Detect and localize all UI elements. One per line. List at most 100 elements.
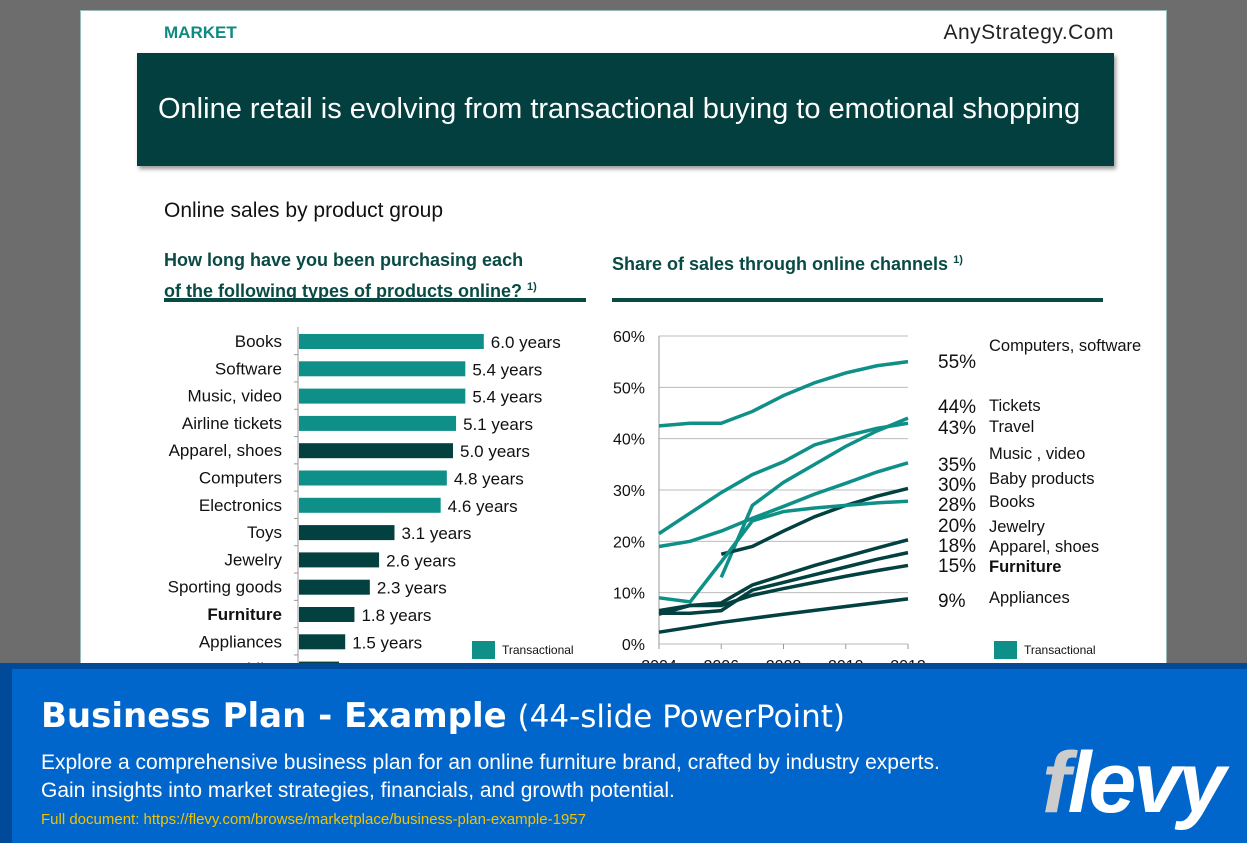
series-line — [658, 421, 909, 536]
divider — [612, 298, 1103, 302]
bar-value-label: 2.3 years — [377, 579, 447, 598]
series-end-label: 20% — [938, 516, 976, 537]
slide: MARKET AnyStrategy.Com Online retail is … — [80, 10, 1167, 671]
bar-category-label: Jewelry — [224, 550, 282, 569]
series-line — [658, 538, 909, 613]
slide-title-text: Online retail is evolving from transacti… — [158, 93, 1081, 125]
document-link[interactable]: Full document: https://flevy.com/browse/… — [41, 811, 586, 828]
bar-category-label: Books — [235, 332, 282, 351]
bar-category-label: Furniture — [207, 605, 282, 624]
series-end-label: 30% — [938, 475, 976, 496]
series-name-label: Furniture — [989, 558, 1061, 576]
line-chart-title-text: Share of sales through online channels — [612, 254, 949, 274]
bar-category-label: Toys — [247, 523, 282, 542]
series-line — [658, 359, 909, 428]
bar — [299, 388, 466, 404]
line-chart-title: Share of sales through online channels 1… — [612, 247, 963, 278]
y-tick-label: 60% — [613, 329, 645, 346]
bar-value-label: 1.8 years — [361, 606, 431, 625]
series-name-label: Appliances — [989, 589, 1070, 607]
slide-subtitle: Online sales by product group — [164, 199, 443, 222]
footnote-mark: 1) — [953, 254, 963, 266]
bar-value-label: 4.6 years — [448, 497, 518, 516]
bar-value-label: 3.1 years — [401, 524, 471, 543]
series-end-label: 9% — [938, 591, 966, 612]
y-tick-label: 20% — [613, 534, 645, 551]
series-name-label: Baby products — [989, 470, 1094, 488]
series-line — [719, 416, 909, 578]
series-name-label: Apparel, shoes — [989, 538, 1099, 556]
series-name-label: Travel — [989, 418, 1034, 436]
y-tick-label: 0% — [622, 637, 645, 654]
series-end-label: 55% — [938, 352, 976, 373]
series-end-label: 43% — [938, 418, 976, 439]
bar-value-label: 5.1 years — [463, 415, 533, 434]
bar-chart-title-line1: How long have you been purchasing each — [164, 250, 524, 270]
series-end-label: 18% — [938, 536, 976, 557]
y-tick-label: 30% — [613, 483, 645, 500]
legend-swatch-transactional — [994, 641, 1017, 659]
footnote-mark: 1) — [527, 281, 537, 293]
bar-category-label: Electronics — [199, 496, 282, 515]
bar — [299, 634, 346, 650]
bar-value-label: 2.6 years — [386, 551, 456, 570]
section-label: MARKET — [164, 23, 237, 42]
bar-category-label: Airline tickets — [182, 414, 282, 433]
series-line — [720, 486, 909, 556]
banner-desc-1: Explore a comprehensive business plan fo… — [41, 751, 940, 774]
bar-value-label: 4.8 years — [454, 470, 524, 489]
bar — [299, 470, 447, 486]
promo-banner: Business Plan - Example (44-slide PowerP… — [0, 663, 1247, 843]
divider — [164, 298, 586, 302]
bar — [299, 579, 370, 595]
y-tick-label: 50% — [613, 380, 645, 397]
banner-desc-2: Gain insights into market strategies, fi… — [41, 779, 675, 802]
series-end-label: 28% — [938, 495, 976, 516]
bar — [299, 334, 484, 349]
bar-category-label: Computers — [199, 469, 282, 488]
flevy-logo: flevy — [1042, 735, 1226, 831]
bar — [299, 361, 466, 377]
legend-label: Transactional — [502, 643, 574, 657]
y-tick-label: 10% — [613, 586, 645, 603]
banner-title: Business Plan - Example (44-slide PowerP… — [41, 696, 845, 736]
bar — [299, 525, 395, 541]
banner-title-bold: Business Plan - Example — [41, 696, 507, 736]
series-end-label: 44% — [938, 397, 976, 418]
legend-swatch-transactional — [472, 641, 495, 659]
charts-canvas: Books 6.0 years Software 5.4 years Music, vi… — [168, 327, 1141, 671]
series-line — [659, 550, 909, 615]
series-end-label: 15% — [938, 556, 976, 577]
bar-value-label: 5.4 years — [472, 360, 542, 379]
slide-title: Online retail is evolving from transacti… — [137, 53, 1114, 166]
bar — [299, 552, 380, 568]
series-line — [658, 597, 909, 634]
bar — [299, 497, 441, 513]
bar-value-label: 1.5 years — [352, 633, 422, 652]
series-line — [658, 563, 909, 616]
bar-value-label: 5.4 years — [472, 388, 542, 407]
bar — [299, 607, 355, 622]
series-name-label: Books — [989, 493, 1035, 511]
legend-label: Transactional — [1024, 643, 1096, 657]
bar-category-label: Sporting goods — [168, 578, 282, 597]
bar-chart-title-line2: of the following types of products onlin… — [164, 281, 522, 301]
bar — [299, 443, 453, 459]
bar-category-label: Apparel, shoes — [169, 441, 282, 460]
bar-category-label: Software — [215, 359, 282, 378]
series-name-label: Computers, software — [989, 337, 1141, 355]
bar-category-label: Music, video — [188, 387, 282, 406]
series-line — [658, 499, 909, 604]
series-name-label: Jewelry — [989, 518, 1046, 536]
series-end-label: 35% — [938, 455, 976, 476]
brand-label: AnyStrategy.Com — [943, 21, 1114, 44]
bar-chart-title: How long have you been purchasing each o… — [164, 247, 537, 305]
series-line — [658, 461, 909, 549]
bar-category-label: Appliances — [199, 632, 282, 651]
bar — [299, 415, 457, 431]
banner-title-light: (44-slide PowerPoint) — [517, 699, 846, 735]
bar-value-label: 5.0 years — [460, 442, 530, 461]
series-name-label: Tickets — [989, 397, 1041, 415]
bar-value-label: 6.0 years — [491, 333, 561, 352]
y-tick-label: 40% — [613, 432, 645, 449]
